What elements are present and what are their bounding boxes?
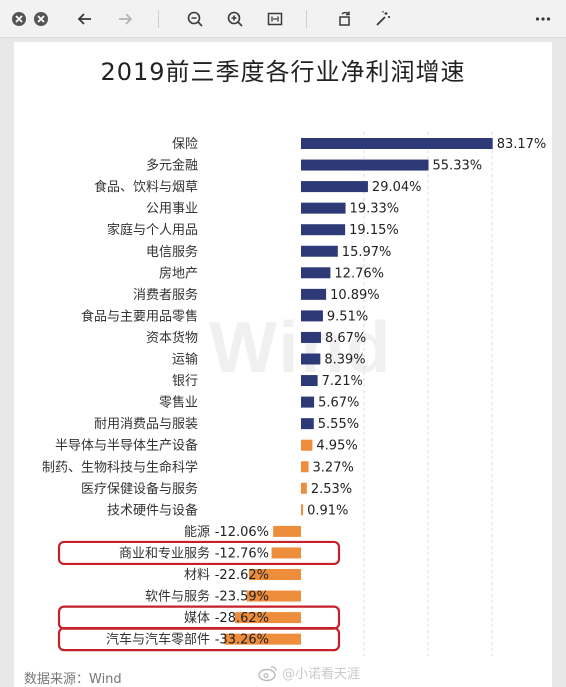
- rotate-icon[interactable]: [334, 8, 356, 30]
- bar: [271, 547, 301, 559]
- category-label: 半导体与半导体生产设备: [55, 438, 198, 454]
- bar: [301, 504, 304, 516]
- bar: [301, 439, 313, 451]
- wind-watermark: Wind: [209, 308, 393, 388]
- bar: [301, 138, 493, 149]
- weibo-watermark: @小诺看天涯: [258, 663, 360, 682]
- value-label: -33.26%: [215, 633, 269, 648]
- bar: [301, 245, 338, 257]
- minimize-icon[interactable]: [30, 8, 52, 30]
- bar: [301, 331, 321, 343]
- bar: [301, 267, 331, 279]
- value-label: 83.17%: [497, 137, 547, 152]
- category-label: 医疗保健设备与服务: [81, 481, 198, 497]
- value-label: 12.76%: [334, 266, 384, 281]
- value-label: 15.97%: [342, 245, 392, 260]
- zoom-out-icon[interactable]: [184, 8, 206, 30]
- bar-chart: 保险 83.17% 多元金融 55.33% 食品、饮料与烟草 29.04% 公用事业 19.3…: [42, 132, 547, 656]
- bar: [248, 569, 301, 580]
- toolbar-separator: [306, 10, 307, 28]
- value-label: 0.91%: [307, 503, 348, 518]
- value-label: -12.76%: [215, 546, 269, 561]
- value-label: -28.62%: [215, 611, 269, 626]
- zoom-in-icon[interactable]: [224, 8, 246, 30]
- bar: [301, 375, 318, 387]
- value-label: 8.39%: [324, 353, 365, 368]
- bar: [301, 159, 429, 171]
- bar: [301, 288, 327, 300]
- bar: [301, 202, 346, 214]
- value-label: 9.51%: [327, 309, 368, 324]
- weibo-handle: @小诺看天涯: [282, 667, 361, 682]
- category-label: 能源: [184, 525, 210, 540]
- bar: [301, 482, 307, 494]
- more-icon[interactable]: [532, 8, 554, 30]
- category-label: 汽车与汽车零部件: [106, 632, 210, 648]
- category-label: 材料: [184, 568, 210, 583]
- bar: [235, 612, 301, 624]
- bar: [301, 461, 309, 473]
- weibo-logo-icon: [258, 665, 277, 681]
- value-label: 55.33%: [433, 159, 483, 174]
- value-label: 5.55%: [318, 417, 359, 432]
- bar: [301, 310, 323, 322]
- bar: [301, 224, 346, 236]
- back-arrow-icon[interactable]: [74, 8, 96, 30]
- category-label: 制药、生物科技与生命科学: [42, 459, 198, 475]
- image-canvas: Wind 2019前三季度各行业净利润增速 保险 83.17% 多元金融 55.33%…: [14, 42, 552, 687]
- bar: [301, 353, 321, 365]
- value-label: 19.33%: [350, 202, 400, 217]
- category-label: 资本货物: [146, 330, 198, 346]
- chart-title: 2019前三季度各行业净利润增速: [100, 58, 466, 86]
- category-label: 公用事业: [146, 202, 198, 217]
- category-label: 商业和专业服务: [119, 545, 210, 561]
- category-label: 电信服务: [146, 244, 198, 260]
- category-label: 零售业: [159, 395, 198, 411]
- close-icon[interactable]: [8, 8, 30, 30]
- category-label: 多元金融: [146, 158, 198, 174]
- value-label: 7.21%: [322, 374, 363, 389]
- category-label: 食品、饮料与烟草: [94, 179, 198, 195]
- value-label: 3.27%: [313, 460, 354, 475]
- highlight-box: [57, 627, 341, 652]
- value-label: 19.15%: [349, 223, 399, 238]
- value-label: 29.04%: [372, 180, 422, 195]
- bar: [273, 525, 301, 537]
- value-label: 2.53%: [311, 482, 352, 497]
- toolbar-separator: [158, 10, 159, 28]
- value-label: 8.67%: [325, 331, 366, 346]
- category-label: 媒体: [184, 611, 210, 626]
- fit-icon[interactable]: [264, 8, 286, 30]
- bar: [224, 633, 301, 645]
- category-label: 软件与服务: [145, 589, 210, 605]
- category-label: 银行: [172, 374, 198, 389]
- value-label: 10.89%: [330, 288, 380, 303]
- category-label: 家庭与个人用品: [107, 222, 198, 238]
- highlight-box: [57, 540, 341, 566]
- category-label: 耐用消费品与服装: [94, 417, 198, 432]
- bar: [301, 396, 315, 408]
- value-label: -12.06%: [215, 525, 269, 540]
- value-label: 4.95%: [316, 439, 357, 454]
- category-label: 消费者服务: [133, 287, 198, 303]
- value-label: -22.62%: [215, 568, 269, 583]
- value-label: -23.59%: [215, 590, 269, 605]
- bar: [246, 590, 301, 602]
- category-label: 保险: [172, 137, 198, 152]
- viewer-toolbar: [0, 0, 566, 38]
- category-label: 房地产: [159, 265, 198, 281]
- category-label: 技术硬件与设备: [107, 502, 198, 518]
- source-label: 数据来源：Wind: [24, 672, 122, 687]
- forward-arrow-icon[interactable]: [114, 8, 136, 30]
- category-label: 运输: [172, 352, 198, 368]
- category-label: 食品与主要用品零售: [81, 308, 198, 324]
- value-label: 5.67%: [318, 396, 359, 411]
- bar: [301, 418, 314, 430]
- magic-wand-icon[interactable]: [372, 8, 394, 30]
- bar: [301, 181, 368, 193]
